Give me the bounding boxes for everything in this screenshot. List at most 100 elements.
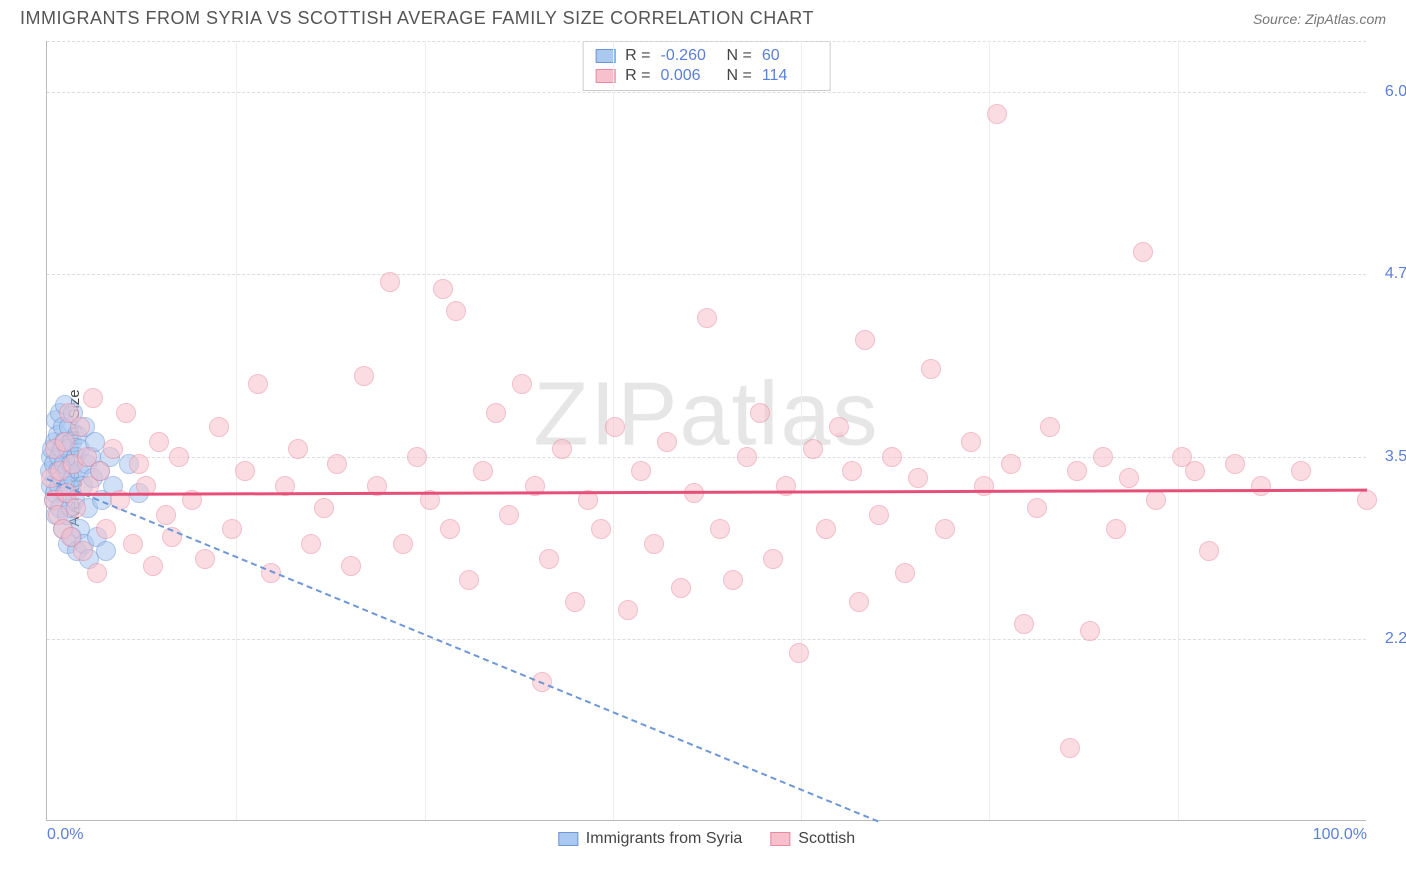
data-point — [446, 301, 466, 321]
legend-swatch — [595, 49, 615, 63]
data-point — [354, 366, 374, 386]
gridline — [47, 41, 1366, 42]
n-label: N = — [723, 67, 756, 85]
data-point — [1199, 541, 1219, 561]
data-point — [763, 549, 783, 569]
data-point — [842, 461, 862, 481]
data-point — [895, 563, 915, 583]
data-point — [1225, 454, 1245, 474]
legend-swatch — [595, 69, 615, 83]
legend-item: Scottish — [770, 830, 855, 848]
data-point — [631, 461, 651, 481]
data-point — [341, 556, 361, 576]
watermark: ZIPatlas — [533, 363, 879, 466]
x-gridline — [236, 41, 237, 820]
data-point — [70, 417, 90, 437]
data-point — [869, 505, 889, 525]
data-point — [248, 374, 268, 394]
n-value: 114 — [762, 67, 818, 85]
data-point — [1146, 490, 1166, 510]
chart-header: IMMIGRANTS FROM SYRIA VS SCOTTISH AVERAG… — [0, 0, 1406, 33]
data-point — [1133, 242, 1153, 262]
data-point — [855, 330, 875, 350]
data-point — [1291, 461, 1311, 481]
data-point — [486, 403, 506, 423]
data-point — [961, 432, 981, 452]
chart-source: Source: ZipAtlas.com — [1253, 11, 1386, 27]
gridline — [47, 457, 1366, 458]
data-point — [789, 643, 809, 663]
data-point — [393, 534, 413, 554]
data-point — [473, 461, 493, 481]
data-point — [288, 439, 308, 459]
data-point — [1040, 417, 1060, 437]
data-point — [849, 592, 869, 612]
data-point — [209, 417, 229, 437]
data-point — [90, 461, 110, 481]
data-point — [697, 308, 717, 328]
n-value: 60 — [762, 47, 818, 65]
data-point — [1357, 490, 1377, 510]
y-tick-label: 2.25 — [1372, 630, 1406, 648]
data-point — [327, 454, 347, 474]
data-point — [605, 417, 625, 437]
trend-line — [47, 478, 879, 822]
y-tick-label: 6.00 — [1372, 83, 1406, 101]
data-point — [737, 447, 757, 467]
data-point — [1067, 461, 1087, 481]
data-point — [96, 541, 116, 561]
data-point — [149, 432, 169, 452]
data-point — [671, 578, 691, 598]
data-point — [723, 570, 743, 590]
data-point — [96, 519, 116, 539]
data-point — [103, 439, 123, 459]
data-point — [935, 519, 955, 539]
data-point — [816, 519, 836, 539]
x-tick-label: 100.0% — [1313, 826, 1367, 844]
x-gridline — [801, 41, 802, 820]
legend-label: Immigrants from Syria — [586, 830, 742, 848]
data-point — [143, 556, 163, 576]
data-point — [87, 563, 107, 583]
data-point — [1014, 614, 1034, 634]
data-point — [1251, 476, 1271, 496]
data-point — [1106, 519, 1126, 539]
gridline — [47, 639, 1366, 640]
data-point — [539, 549, 559, 569]
r-label: R = — [621, 47, 654, 65]
data-point — [73, 541, 93, 561]
data-point — [380, 272, 400, 292]
data-point — [644, 534, 664, 554]
data-point — [314, 498, 334, 518]
data-point — [440, 519, 460, 539]
data-point — [116, 403, 136, 423]
data-point — [512, 374, 532, 394]
data-point — [908, 468, 928, 488]
legend-swatch — [558, 832, 578, 846]
x-gridline — [425, 41, 426, 820]
data-point — [66, 498, 86, 518]
x-gridline — [989, 41, 990, 820]
data-point — [129, 454, 149, 474]
data-point — [195, 549, 215, 569]
correlation-legend: R =-0.260N =60R =0.006N =114 — [582, 41, 831, 91]
data-point — [1185, 461, 1205, 481]
data-point — [710, 519, 730, 539]
data-point — [156, 505, 176, 525]
legend-row: R =0.006N =114 — [595, 66, 818, 86]
x-gridline — [1178, 41, 1179, 820]
data-point — [829, 417, 849, 437]
data-point — [433, 279, 453, 299]
data-point — [565, 592, 585, 612]
data-point — [618, 600, 638, 620]
data-point — [1060, 738, 1080, 758]
data-point — [235, 461, 255, 481]
data-point — [1001, 454, 1021, 474]
data-point — [499, 505, 519, 525]
data-point — [750, 403, 770, 423]
data-point — [169, 447, 189, 467]
legend-row: R =-0.260N =60 — [595, 46, 818, 66]
data-point — [123, 534, 143, 554]
data-point — [987, 104, 1007, 124]
r-label: R = — [621, 67, 654, 85]
